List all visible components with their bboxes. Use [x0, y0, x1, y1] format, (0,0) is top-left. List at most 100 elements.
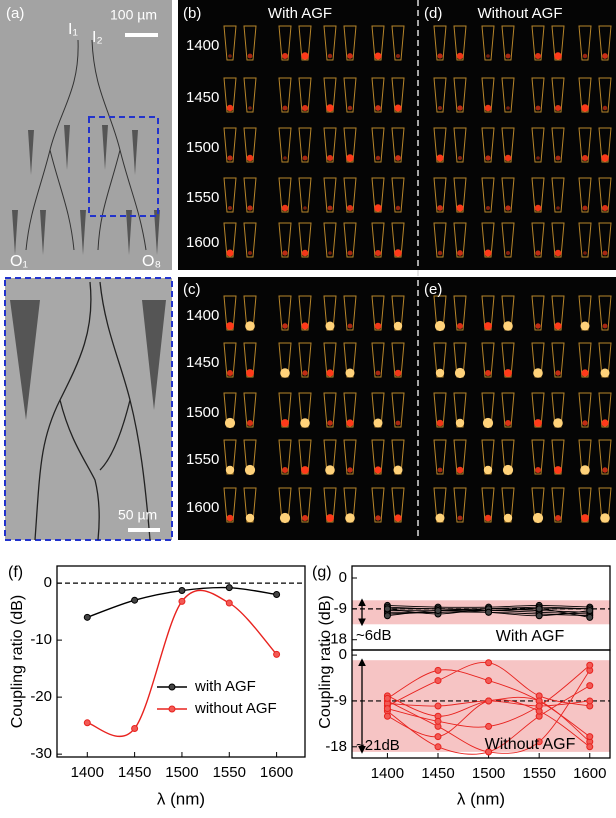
- x-tick-label: 1500: [472, 765, 505, 782]
- output-spot: [375, 515, 381, 521]
- waveguide-outline: [223, 222, 237, 258]
- data-point: [225, 599, 233, 607]
- data-point: [586, 682, 594, 690]
- waveguide-outline: [433, 25, 447, 61]
- output-spot: [581, 154, 589, 162]
- data-point: [273, 591, 281, 599]
- output-spot: [247, 53, 253, 59]
- output-spot: [601, 419, 609, 427]
- output-spot: [374, 52, 382, 60]
- output-spot: [600, 513, 610, 523]
- waveguide-outline: [433, 77, 447, 113]
- waveguide-outline: [551, 295, 565, 331]
- output-spot: [302, 515, 308, 521]
- output-spot: [582, 53, 588, 59]
- output-spot: [502, 464, 514, 476]
- waveguide-outline: [343, 177, 357, 213]
- waveguide-outline: [433, 342, 447, 378]
- waveguide-outline: [551, 127, 565, 163]
- range-label: ~21dB: [356, 737, 400, 754]
- y-axis-label: Coupling ratio (dB): [317, 595, 334, 728]
- output-spot: [224, 417, 236, 429]
- waveguide-outline: [453, 392, 467, 428]
- series-line: [87, 589, 278, 737]
- waveguide-outline: [481, 127, 495, 163]
- output-spot: [282, 105, 288, 111]
- output-spot: [556, 206, 560, 210]
- data-point: [485, 608, 493, 616]
- data-point: [535, 702, 543, 710]
- data-point: [434, 666, 442, 674]
- waveguide-outline: [481, 25, 495, 61]
- waveguide-outline: [343, 77, 357, 113]
- data-point: [273, 650, 281, 658]
- waveguide-outline: [298, 77, 312, 113]
- waveguide-outline: [371, 222, 385, 258]
- output-spot: [394, 249, 402, 257]
- waveguide-outline: [551, 342, 565, 378]
- waveguide-outline: [598, 392, 612, 428]
- output-spot: [328, 251, 332, 255]
- image-panel: [178, 0, 616, 270]
- data-point: [434, 743, 442, 751]
- data-point: [485, 677, 493, 685]
- waveguide-outline: [531, 342, 545, 378]
- output-spot: [485, 155, 491, 161]
- waveguide-outline: [391, 77, 405, 113]
- annotation: With AGF: [496, 628, 565, 645]
- waveguide-outline: [453, 25, 467, 61]
- waveguide-outline: [391, 177, 405, 213]
- output-spot: [535, 467, 541, 473]
- waveguide-outline: [243, 487, 257, 523]
- waveguide-outline: [223, 342, 237, 378]
- data-point: [383, 705, 391, 713]
- output-spot: [282, 323, 288, 329]
- output-spot: [393, 321, 403, 331]
- data-point: [178, 587, 186, 595]
- waveguide-outline: [298, 392, 312, 428]
- waveguide-outline: [598, 342, 612, 378]
- output-spot: [301, 249, 309, 257]
- legend-marker: [168, 705, 176, 713]
- output-spot: [437, 105, 443, 111]
- y-tick-label: 0: [44, 574, 52, 591]
- output-spot: [457, 323, 463, 329]
- waveguide-outline: [481, 487, 495, 523]
- waveguide-outline: [531, 439, 545, 475]
- waveguide-outline: [243, 127, 257, 163]
- output-spot: [301, 466, 309, 474]
- output-spot: [326, 514, 334, 522]
- legend-label: without AGF: [194, 700, 277, 717]
- data-point: [586, 743, 594, 751]
- zoom-tapers: [10, 300, 166, 420]
- waveguide-outline: [323, 77, 337, 113]
- y-tick-label: -18: [325, 738, 347, 755]
- data-point: [535, 612, 543, 620]
- output-spot: [485, 370, 491, 376]
- x-tick-label: 1450: [118, 764, 151, 781]
- output-spot: [457, 250, 463, 256]
- output-spot: [456, 466, 464, 474]
- wavelength-label: 1450: [186, 89, 219, 106]
- waveguide-outline: [223, 177, 237, 213]
- output-spot: [602, 250, 608, 256]
- output-spot: [375, 370, 381, 376]
- waveguide-outline: [298, 342, 312, 378]
- output-spot: [484, 322, 492, 330]
- output-spot: [486, 54, 490, 58]
- output-spot: [602, 53, 608, 59]
- output-spot: [226, 322, 234, 330]
- waveguide-outline: [433, 439, 447, 475]
- x-tick-label: 1500: [165, 764, 198, 781]
- waveguide-outline: [531, 77, 545, 113]
- waveguide-outline: [598, 295, 612, 331]
- scale-label: 100 µm: [110, 7, 157, 23]
- y-tick-label: -18: [325, 631, 347, 648]
- output-label: O₈: [142, 253, 161, 270]
- waveguide-outline: [453, 439, 467, 475]
- waveguide-outline: [323, 487, 337, 523]
- output-spot: [301, 52, 309, 60]
- output-spot: [301, 322, 309, 330]
- data-point: [434, 607, 442, 615]
- output-spot: [600, 368, 610, 378]
